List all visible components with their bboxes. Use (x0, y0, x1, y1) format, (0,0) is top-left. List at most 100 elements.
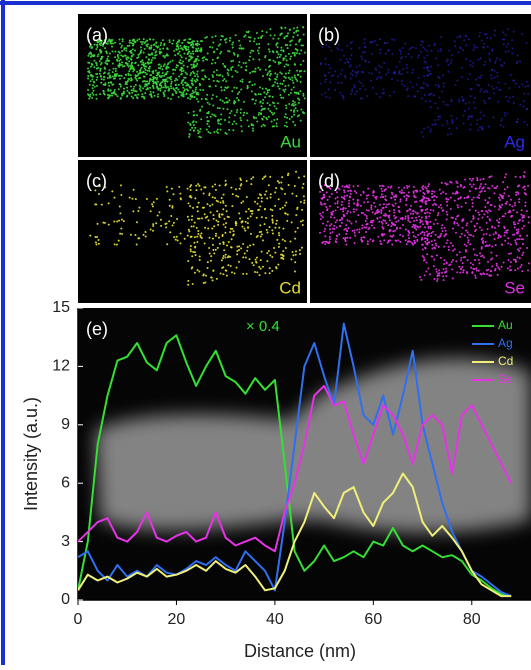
map-dot (240, 66, 242, 68)
map-dot (496, 185, 498, 187)
map-dot (350, 73, 352, 75)
map-dot (113, 68, 115, 70)
map-dot (465, 249, 467, 251)
map-dot (454, 45, 456, 47)
map-dot (285, 77, 287, 79)
map-dot (117, 95, 119, 97)
map-dot (99, 73, 101, 75)
map-dot (281, 27, 283, 29)
map-dot (478, 84, 480, 86)
map-dot (437, 76, 439, 78)
map-dot (160, 42, 162, 44)
map-dot (288, 94, 290, 96)
map-dot (178, 96, 180, 98)
map-dot (149, 80, 151, 82)
map-dot (516, 121, 518, 123)
map-dot (273, 247, 275, 249)
map-dot (295, 78, 297, 80)
map-dot (436, 196, 438, 198)
map-dot (195, 48, 197, 50)
map-dot (294, 101, 296, 103)
map-dot (481, 128, 483, 130)
map-dot (261, 118, 263, 120)
map-dot (494, 34, 496, 36)
map-dot (417, 90, 419, 92)
map-dot (436, 271, 438, 273)
map-dot (522, 238, 524, 240)
map-dot (121, 45, 123, 47)
map-dot (114, 75, 116, 77)
map-dot (132, 97, 134, 99)
map-dot (472, 202, 474, 204)
map-dot (119, 233, 121, 235)
map-dot (461, 266, 463, 268)
map-dot (498, 209, 500, 211)
map-dot (177, 89, 179, 91)
map-dot (201, 70, 203, 72)
map-dot (473, 197, 475, 199)
map-dot (336, 235, 338, 237)
map-dot (304, 52, 306, 54)
map-dot (272, 51, 274, 53)
map-dot (443, 263, 445, 265)
map-dot (240, 80, 242, 82)
map-dot (180, 62, 182, 64)
map-dot (329, 81, 331, 83)
map-dot (237, 93, 239, 95)
map-dot (438, 206, 440, 208)
map-dot (464, 234, 466, 236)
map-dot (114, 51, 116, 53)
map-dot (325, 58, 327, 60)
map-dot (90, 66, 92, 68)
map-dot (190, 226, 192, 228)
map-dot (153, 87, 155, 89)
map-dot (372, 240, 374, 242)
map-dot (237, 196, 239, 198)
map-dot (213, 252, 215, 254)
map-dot (200, 232, 202, 234)
map-dot (242, 114, 244, 116)
map-dot (302, 111, 304, 113)
map-dot (416, 83, 418, 85)
map-dot (177, 239, 179, 241)
map-dot (260, 93, 262, 95)
map-dot (514, 269, 516, 271)
map-dot (379, 49, 381, 51)
map-dot (361, 227, 363, 229)
map-dot (102, 90, 104, 92)
map-dot (393, 209, 395, 211)
map-dot (285, 72, 287, 74)
map-dot (213, 51, 215, 53)
map-dot (248, 31, 250, 33)
map-dot (216, 96, 218, 98)
map-dot (396, 228, 398, 230)
map-dot (385, 73, 387, 75)
map-dot (280, 47, 282, 49)
map-dot (300, 49, 302, 51)
map-dot (165, 67, 167, 69)
map-dot (330, 223, 332, 225)
map-dot (287, 64, 289, 66)
map-dot (295, 254, 297, 256)
map-dot (93, 66, 95, 68)
map-dot (272, 38, 274, 40)
map-dot (225, 205, 227, 207)
map-dot (122, 55, 124, 57)
map-dot (184, 47, 186, 49)
map-dot (407, 210, 409, 212)
map-dot (157, 81, 159, 83)
map-dot (131, 92, 133, 94)
map-dot (152, 225, 154, 227)
map-dot (128, 60, 130, 62)
map-dot (441, 227, 443, 229)
map-dot (460, 47, 462, 49)
map-dot (87, 67, 89, 69)
map-dot (215, 233, 217, 235)
map-dot (470, 123, 472, 125)
map-dot (333, 225, 335, 227)
map-dot (156, 87, 158, 89)
map-dot (337, 202, 339, 204)
map-dot (433, 223, 435, 225)
map-dot (293, 27, 295, 29)
map-dot (294, 124, 296, 126)
